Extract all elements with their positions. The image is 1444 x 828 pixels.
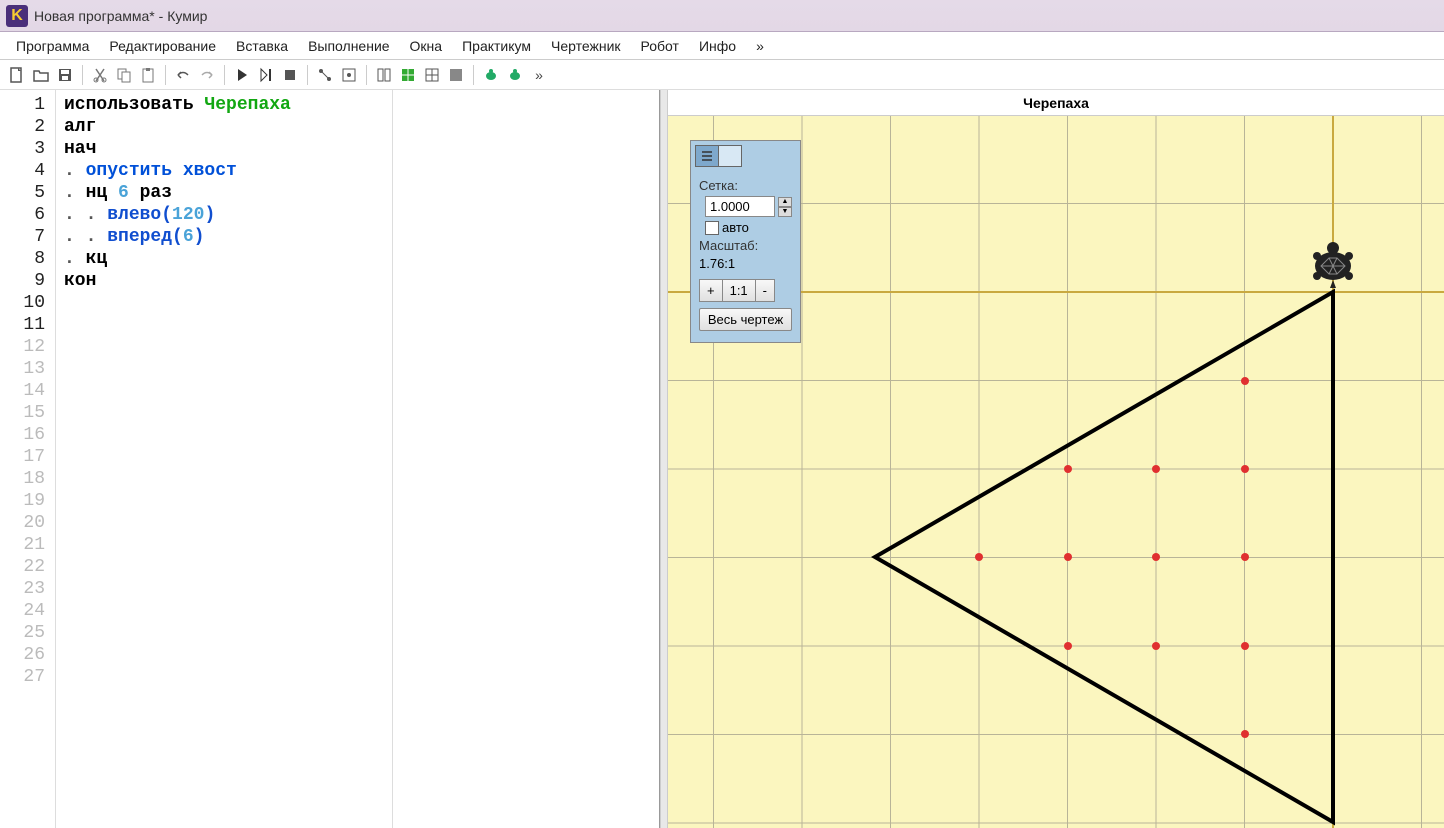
grid-label: Сетка: bbox=[699, 178, 738, 193]
menu-item-7[interactable]: Робот bbox=[633, 34, 687, 58]
stop-icon[interactable] bbox=[279, 64, 301, 86]
toolbar: » bbox=[0, 60, 1444, 90]
layout-icon-1[interactable] bbox=[373, 64, 395, 86]
auto-checkbox[interactable] bbox=[705, 221, 719, 235]
menu-item-0[interactable]: Программа bbox=[8, 34, 97, 58]
menu-item-8[interactable]: Инфо bbox=[691, 34, 744, 58]
menu-item-4[interactable]: Окна bbox=[402, 34, 451, 58]
save-file-icon[interactable] bbox=[54, 64, 76, 86]
app-icon: K bbox=[6, 5, 28, 27]
grid-spin-up[interactable]: ▲ bbox=[778, 197, 792, 207]
canvas-wrap: Сетка: ▲ ▼ авто Масштаб: 1.76:1 bbox=[668, 116, 1444, 828]
zoom-fit-button[interactable]: 1:1 bbox=[722, 279, 756, 302]
title-bar: K Новая программа* - Кумир bbox=[0, 0, 1444, 32]
layout-icon-2[interactable] bbox=[397, 64, 419, 86]
grid-spin-down[interactable]: ▼ bbox=[778, 207, 792, 217]
layout-icon-3[interactable] bbox=[421, 64, 443, 86]
menu-item-3[interactable]: Выполнение bbox=[300, 34, 397, 58]
menu-bar: ПрограммаРедактированиеВставкаВыполнение… bbox=[0, 32, 1444, 60]
auto-label: авто bbox=[722, 220, 749, 235]
run-icon[interactable] bbox=[231, 64, 253, 86]
toolbar-overflow[interactable]: » bbox=[528, 64, 550, 86]
line-gutter: 1234567891011121314151617181920212223242… bbox=[0, 90, 56, 828]
paste-icon[interactable] bbox=[137, 64, 159, 86]
panel-tab-menu[interactable] bbox=[695, 145, 719, 167]
canvas-title: Черепаха bbox=[668, 90, 1444, 116]
cut-icon[interactable] bbox=[89, 64, 111, 86]
turtle-icon-1[interactable] bbox=[480, 64, 502, 86]
window-title: Новая программа* - Кумир bbox=[34, 8, 207, 24]
menu-item-1[interactable]: Редактирование bbox=[101, 34, 224, 58]
undo-icon[interactable] bbox=[172, 64, 194, 86]
menu-item-9[interactable]: » bbox=[748, 34, 772, 58]
output-pane bbox=[392, 90, 659, 828]
copy-icon[interactable] bbox=[113, 64, 135, 86]
whole-drawing-button[interactable]: Весь чертеж bbox=[699, 308, 792, 331]
left-pane: 1234567891011121314151617181920212223242… bbox=[0, 90, 660, 828]
tool-icon-1[interactable] bbox=[314, 64, 336, 86]
menu-item-5[interactable]: Практикум bbox=[454, 34, 539, 58]
right-pane: Черепаха Сетка: ▲ ▼ bbox=[668, 90, 1444, 828]
code-editor[interactable]: 1234567891011121314151617181920212223242… bbox=[0, 90, 392, 828]
turtle-icon-2[interactable] bbox=[504, 64, 526, 86]
menu-item-6[interactable]: Чертежник bbox=[543, 34, 629, 58]
panel-tab-blank[interactable] bbox=[718, 145, 742, 167]
redo-icon[interactable] bbox=[196, 64, 218, 86]
step-icon[interactable] bbox=[255, 64, 277, 86]
zoom-out-button[interactable]: - bbox=[755, 279, 775, 302]
layout-icon-4[interactable] bbox=[445, 64, 467, 86]
zoom-in-button[interactable]: + bbox=[699, 279, 723, 302]
grid-input[interactable] bbox=[705, 196, 775, 217]
code-content[interactable]: использовать Черепахаалгнач. опустить хв… bbox=[56, 90, 392, 828]
splitter[interactable] bbox=[660, 90, 668, 828]
new-file-icon[interactable] bbox=[6, 64, 28, 86]
scale-label: Масштаб: bbox=[699, 238, 758, 253]
menu-item-2[interactable]: Вставка bbox=[228, 34, 296, 58]
open-file-icon[interactable] bbox=[30, 64, 52, 86]
scale-value: 1.76:1 bbox=[699, 256, 735, 271]
control-panel: Сетка: ▲ ▼ авто Масштаб: 1.76:1 bbox=[690, 140, 801, 343]
tool-icon-2[interactable] bbox=[338, 64, 360, 86]
main-area: 1234567891011121314151617181920212223242… bbox=[0, 90, 1444, 828]
